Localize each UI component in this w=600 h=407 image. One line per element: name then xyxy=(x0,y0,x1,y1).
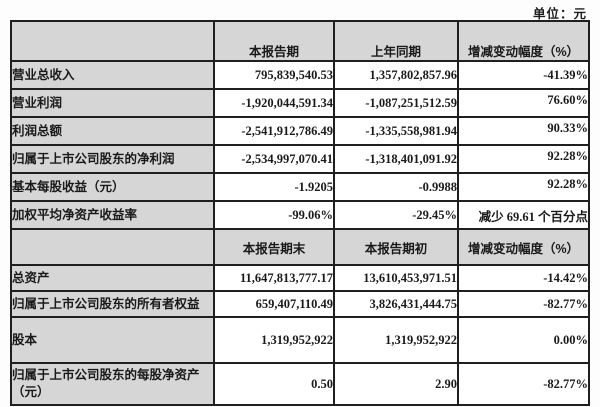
value-current: -2,534,997,070.41 xyxy=(213,144,335,174)
value-prior: 2.90 xyxy=(333,362,459,406)
row-label: 归属于上市公司股东的每股净资产（元） xyxy=(10,362,215,406)
value-current: 0.50 xyxy=(213,362,335,406)
col-header-period-end: 本报告期末 xyxy=(213,228,335,266)
table-row-total-revenue: 营业总收入 795,839,540.53 1,357,802,857.96 -4… xyxy=(10,60,590,90)
table-row-share-capital: 股本 1,319,952,922 1,319,952,922 0.00% xyxy=(10,316,590,364)
value-change: -82.77% xyxy=(457,290,590,318)
col-header-change: 增减变动幅度（%） xyxy=(457,228,590,266)
table-row-operating-profit: 营业利润 -1,920,044,591.34 -1,087,251,512.59… xyxy=(10,88,590,118)
value-change: 92.28% xyxy=(457,172,590,202)
col-header-current-period: 本报告期 xyxy=(213,20,335,62)
value-prior: -0.9988 xyxy=(333,172,459,202)
row-label: 利润总额 xyxy=(10,116,215,146)
value-prior: -1,318,401,091.92 xyxy=(333,144,459,174)
table-header-row-balance: 本报告期末 本报告期初 增减变动幅度（%） xyxy=(10,228,590,266)
value-change: 92.28% xyxy=(457,144,590,174)
value-prior: 1,357,802,857.96 xyxy=(333,60,459,90)
row-label: 归属于上市公司股东的净利润 xyxy=(10,144,215,174)
value-prior: 3,826,431,444.75 xyxy=(333,290,459,318)
header-blank-cell xyxy=(10,20,215,62)
row-label: 基本每股收益（元） xyxy=(10,172,215,202)
value-prior: -1,335,558,981.94 xyxy=(333,116,459,146)
value-change: -82.77% xyxy=(457,362,590,406)
row-label: 股本 xyxy=(10,316,215,364)
value-change: 90.33% xyxy=(457,116,590,146)
value-change: 0.00% xyxy=(457,316,590,364)
financial-summary-table: 本报告期 上年同期 增减变动幅度（%） 营业总收入 795,839,540.53… xyxy=(10,20,590,406)
value-current: 795,839,540.53 xyxy=(213,60,335,90)
value-current: 11,647,813,777.17 xyxy=(213,264,335,292)
value-current: 1,319,952,922 xyxy=(213,316,335,364)
value-current: -1.9205 xyxy=(213,172,335,202)
col-header-prior-period: 上年同期 xyxy=(333,20,459,62)
value-prior: -29.45% xyxy=(333,200,459,230)
value-current: -99.06% xyxy=(213,200,335,230)
value-change: -14.42% xyxy=(457,264,590,292)
value-current: -1,920,044,591.34 xyxy=(213,88,335,118)
value-change: -41.39% xyxy=(457,60,590,90)
value-current: 659,407,110.49 xyxy=(213,290,335,318)
col-header-period-begin: 本报告期初 xyxy=(333,228,459,266)
value-prior: 1,319,952,922 xyxy=(333,316,459,364)
value-current: -2,541,912,786.49 xyxy=(213,116,335,146)
table-header-row-period: 本报告期 上年同期 增减变动幅度（%） xyxy=(10,20,590,62)
value-prior: 13,610,453,971.51 xyxy=(333,264,459,292)
row-label: 营业总收入 xyxy=(10,60,215,90)
row-label: 加权平均净资产收益率 xyxy=(10,200,215,230)
table-row-basic-eps: 基本每股收益（元） -1.9205 -0.9988 92.28% xyxy=(10,172,590,202)
table-row-total-assets: 总资产 11,647,813,777.17 13,610,453,971.51 … xyxy=(10,264,590,292)
value-change: 减少 69.61 个百分点 xyxy=(457,200,590,230)
row-label: 归属于上市公司股东的所有者权益 xyxy=(10,290,215,318)
table-row-weighted-avg-roe: 加权平均净资产收益率 -99.06% -29.45% 减少 69.61 个百分点 xyxy=(10,200,590,230)
row-label: 总资产 xyxy=(10,264,215,292)
value-prior: -1,087,251,512.59 xyxy=(333,88,459,118)
table-row-owners-equity: 归属于上市公司股东的所有者权益 659,407,110.49 3,826,431… xyxy=(10,290,590,318)
table-row-net-profit-attributable: 归属于上市公司股东的净利润 -2,534,997,070.41 -1,318,4… xyxy=(10,144,590,174)
value-change: 76.60% xyxy=(457,88,590,118)
table-row-net-assets-per-share: 归属于上市公司股东的每股净资产（元） 0.50 2.90 -82.77% xyxy=(10,362,590,406)
table-row-total-profit: 利润总额 -2,541,912,786.49 -1,335,558,981.94… xyxy=(10,116,590,146)
header-blank-cell xyxy=(10,228,215,266)
unit-label: 单位：元 xyxy=(532,7,587,21)
row-label: 营业利润 xyxy=(10,88,215,118)
col-header-change: 增减变动幅度（%） xyxy=(457,20,590,62)
